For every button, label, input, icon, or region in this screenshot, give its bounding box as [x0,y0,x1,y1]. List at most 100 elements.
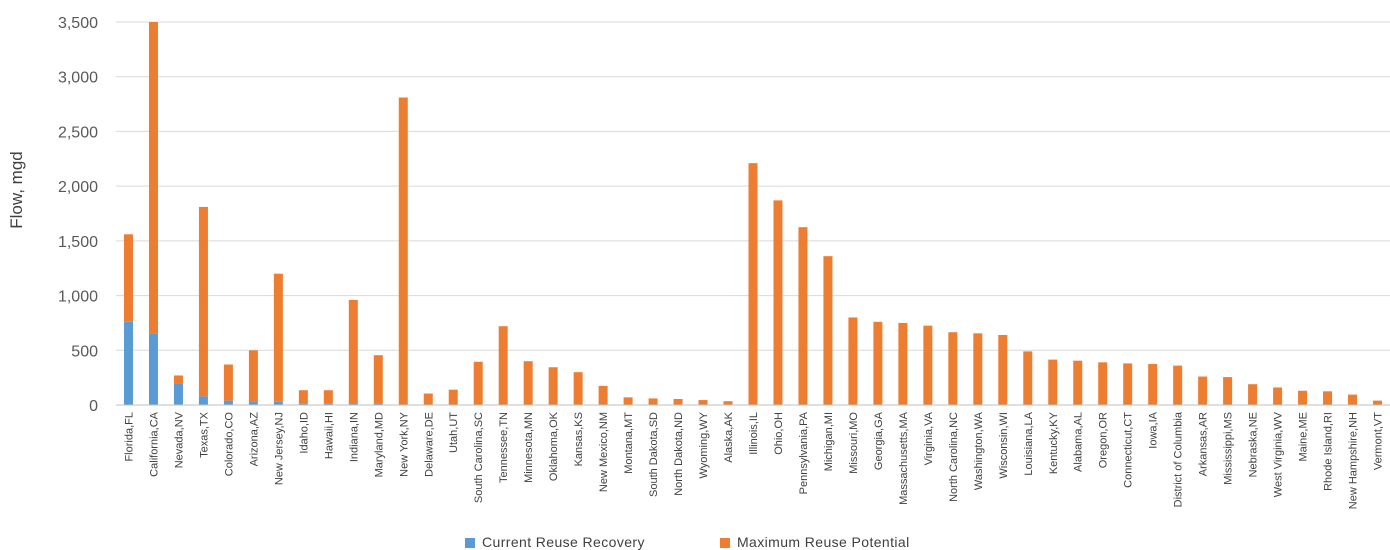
bar-current-reuse-recovery-arizona-az [248,401,258,405]
bar-maximum-reuse-potential-rhode-island-ri [1323,391,1333,405]
bar-current-reuse-recovery-hawaii-hi [323,403,333,405]
y-tick-label: 1,500 [58,234,98,251]
x-tick-label-georgia-ga: Georgia,GA [873,411,885,470]
bar-maximum-reuse-potential-texas-tx [198,206,208,397]
bar-maximum-reuse-potential-washington-wa [973,333,983,405]
x-tick-label-utah-ut: Utah,UT [448,412,460,453]
x-tick-label-california-ca: California,CA [148,411,160,476]
x-tick-label-new-hampshire-nh: New Hampshire,NH [1348,412,1360,509]
bar-maximum-reuse-potential-georgia-ga [873,321,883,405]
bar-maximum-reuse-potential-south-dakota-sd [648,398,658,405]
x-tick-label-alabama-al: Alabama,AL [1073,412,1085,472]
bar-maximum-reuse-potential-pennsylvania-pa [798,227,808,405]
bar-maximum-reuse-potential-north-dakota-nd [673,398,683,405]
bar-maximum-reuse-potential-hawaii-hi [323,390,333,404]
bar-maximum-reuse-potential-alabama-al [1073,360,1083,405]
legend-swatch-maximum-reuse-potential [720,538,730,548]
bar-maximum-reuse-potential-nebraska-ne [1248,384,1258,405]
x-tick-label-indiana-in: Indiana,IN [348,412,360,462]
x-tick-label-new-mexico-nm: New Mexico,NM [598,412,610,492]
bar-maximum-reuse-potential-connecticut-ct [1123,363,1133,405]
x-tick-label-maine-me: Maine,ME [1298,412,1310,462]
bar-maximum-reuse-potential-indiana-in [348,299,358,404]
x-tick-label-rhode-island-ri: Rhode Island,RI [1323,412,1335,491]
bar-maximum-reuse-potential-florida-fl [123,234,133,322]
x-tick-label-connecticut-ct: Connecticut,CT [1123,412,1135,488]
x-tick-label-west-virginia-wv: West Virginia,WV [1273,411,1285,497]
bar-maximum-reuse-potential-iowa-ia [1148,363,1158,405]
bar-maximum-reuse-potential-massachusetts-ma [898,322,908,405]
bar-maximum-reuse-potential-ohio-oh [773,200,783,405]
x-tick-label-oklahoma-ok: Oklahoma,OK [548,411,560,481]
x-tick-label-new-jersey-nj: New Jersey,NJ [273,412,285,485]
x-tick-label-maryland-md: Maryland,MD [373,412,385,477]
bar-maximum-reuse-potential-california-ca [148,22,158,334]
x-tick-label-iowa-ia: Iowa,IA [1148,411,1160,448]
x-tick-label-north-carolina-nc: North Carolina,NC [948,412,960,502]
bar-maximum-reuse-potential-maine-me [1298,390,1308,405]
x-axis-categories: Florida,FL California,CA Nevada,NV Texas,TX… [123,411,1384,509]
bar-maximum-reuse-potential-utah-ut [448,389,458,405]
bar-maximum-reuse-potential-nevada-nv [173,375,183,384]
bar-maximum-reuse-potential-kansas-ks [573,372,583,405]
y-tick-label: 2,000 [58,179,98,196]
x-tick-label-pennsylvania-pa: Pennsylvania,PA [798,411,810,494]
bar-current-reuse-recovery-florida-fl [123,321,133,405]
x-tick-label-illinois-il: Illinois,IL [748,412,760,455]
bar-maximum-reuse-potential-oklahoma-ok [548,367,558,405]
bar-maximum-reuse-potential-kentucky-ky [1048,359,1058,405]
bar-current-reuse-recovery-california-ca [148,333,158,405]
x-tick-label-district-of-columbia: District of Columbia [1173,411,1185,507]
bar-maximum-reuse-potential-mississippi-ms [1223,377,1233,405]
x-tick-label-wyoming-wy: Wyoming,WY [698,411,710,478]
x-tick-label-south-carolina-sc: South Carolina,SC [473,412,485,503]
x-tick-label-nevada-nv: Nevada,NV [173,411,185,468]
y-axis-ticks: 0 500 1,000 1,500 2,000 2,500 3,000 3,500 [58,15,98,415]
legend-label-maximum-reuse-potential: Maximum Reuse Potential [737,534,910,550]
x-tick-label-vermont-vt: Vermont,VT [1373,412,1385,470]
x-tick-label-nebraska-ne: Nebraska,NE [1248,412,1260,477]
bar-maximum-reuse-potential-oregon-or [1098,362,1108,405]
bar-maximum-reuse-potential-illinois-il [748,163,758,405]
bar-current-reuse-recovery-nevada-nv [173,383,183,405]
bars [123,22,1383,406]
bar-maximum-reuse-potential-south-carolina-sc [473,361,483,405]
legend: Current Reuse Recovery Maximum Reuse Pot… [465,534,910,550]
x-tick-label-arizona-az: Arizona,AZ [248,412,260,467]
bar-maximum-reuse-potential-colorado-co [223,364,233,401]
y-tick-label: 500 [71,343,98,360]
bar-current-reuse-recovery-maryland-md [373,403,383,405]
x-tick-label-new-york-ny: New York,NY [398,411,410,476]
x-tick-label-louisiana-la: Louisiana,LA [1023,411,1035,475]
y-tick-label: 2,500 [58,124,98,141]
bar-maximum-reuse-potential-delaware-de [423,393,433,405]
x-tick-label-idaho-id: Idaho,ID [298,412,310,454]
x-tick-label-minnesota-mn: Minnesota,MN [523,412,535,483]
x-tick-label-kansas-ks: Kansas,KS [573,412,585,466]
x-tick-label-colorado-co: Colorado,CO [223,412,235,477]
bar-maximum-reuse-potential-michigan-mi [823,256,833,405]
x-tick-label-wisconsin-wi: Wisconsin,WI [998,412,1010,479]
x-tick-label-texas-tx: Texas,TX [198,411,210,458]
x-tick-label-massachusetts-ma: Massachusetts,MA [898,411,910,505]
bar-maximum-reuse-potential-new-jersey-nj [273,273,283,402]
bar-maximum-reuse-potential-vermont-vt [1373,400,1383,405]
bar-current-reuse-recovery-colorado-co [223,400,233,405]
bar-maximum-reuse-potential-new-mexico-nm [598,385,608,405]
bar-maximum-reuse-potential-arizona-az [248,350,258,402]
bar-maximum-reuse-potential-tennessee-tn [498,326,508,405]
bar-maximum-reuse-potential-missouri-mo [848,317,858,405]
legend-label-current-reuse-recovery: Current Reuse Recovery [482,534,645,550]
bar-maximum-reuse-potential-north-carolina-nc [948,332,958,405]
x-tick-label-montana-mt: Montana,MT [623,412,635,474]
x-tick-label-mississippi-ms: Mississippi,MS [1223,412,1235,485]
bar-maximum-reuse-potential-wyoming-wy [698,400,708,405]
bar-current-reuse-recovery-indiana-in [348,403,358,405]
bar-maximum-reuse-potential-new-hampshire-nh [1348,394,1358,405]
y-tick-label: 0 [89,398,98,415]
bar-maximum-reuse-potential-district-of-columbia [1173,365,1183,405]
x-tick-label-ohio-oh: Ohio,OH [773,412,785,455]
bar-maximum-reuse-potential-minnesota-mn [523,361,533,405]
bar-maximum-reuse-potential-west-virginia-wv [1273,387,1283,405]
